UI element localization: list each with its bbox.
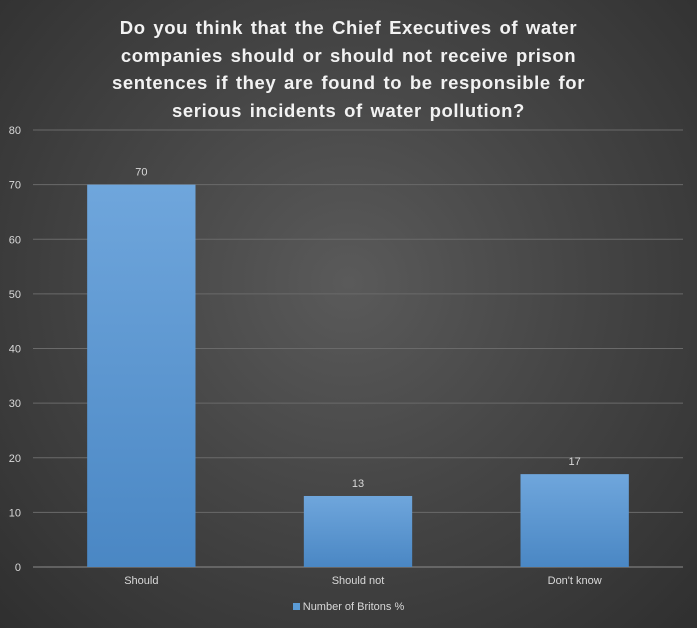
- y-tick-label: 40: [9, 344, 21, 356]
- bar-should-not: [303, 495, 413, 567]
- chart-title-line: Do you think that the Chief Executives o…: [119, 17, 578, 38]
- data-label: 13: [352, 478, 364, 490]
- data-labels: 70 13 17: [135, 167, 581, 490]
- bar-should: [87, 184, 196, 567]
- bar-don-t-know: [520, 474, 629, 567]
- y-tick-label: 20: [9, 453, 21, 465]
- chart-title-line: sentences if they are found to be respon…: [111, 72, 586, 93]
- y-tick-label: 60: [9, 234, 21, 246]
- legend: Number of Britons %: [0, 601, 697, 613]
- chart-title-line: companies should or should not receive p…: [120, 44, 577, 66]
- y-axis: 0 10 20 30 40 50 60 70 80: [9, 125, 21, 574]
- x-tick-label: Should not: [332, 575, 385, 587]
- y-tick-label: 80: [9, 125, 21, 137]
- x-tick-label: Should: [124, 575, 158, 587]
- chart-title: Do you think that the Chief Executives o…: [20, 14, 677, 124]
- x-tick-label: Don't know: [548, 575, 602, 587]
- legend-swatch: [292, 603, 300, 610]
- legend-label: Number of Britons %: [302, 601, 405, 613]
- chart-title-line: serious incidents of water pollution?: [172, 99, 525, 121]
- data-label: 17: [569, 456, 581, 468]
- y-tick-label: 10: [9, 507, 21, 519]
- y-tick-label: 30: [9, 398, 21, 410]
- y-tick-label: 50: [9, 289, 21, 301]
- bar-series: [87, 184, 629, 567]
- data-label: 70: [135, 167, 147, 179]
- y-tick-label: 70: [9, 180, 21, 192]
- x-axis: Should Should not Don't know: [124, 575, 602, 587]
- y-tick-label: 0: [15, 562, 21, 574]
